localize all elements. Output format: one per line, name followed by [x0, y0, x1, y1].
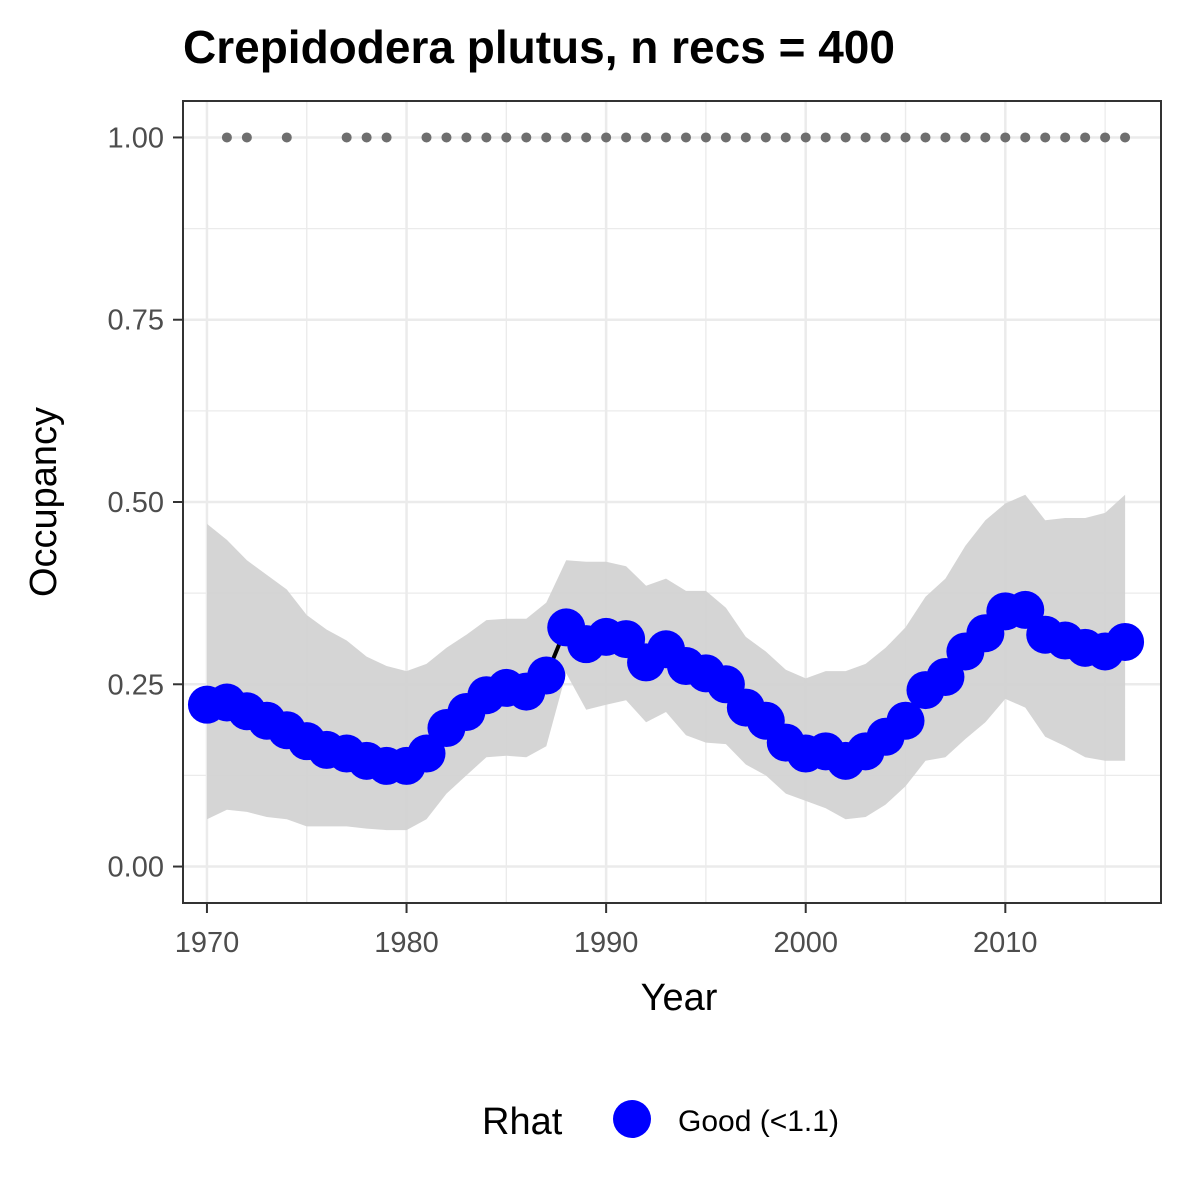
record-dot: [1020, 132, 1031, 143]
legend-label-good: Good (<1.1): [678, 1105, 839, 1138]
record-dot: [521, 132, 532, 143]
legend-key-good: [613, 1100, 651, 1138]
data-point: [527, 656, 566, 695]
record-dot: [481, 132, 492, 143]
record-dot: [581, 132, 592, 143]
record-dot: [900, 132, 911, 143]
record-dot: [960, 132, 971, 143]
record-dot: [441, 132, 452, 143]
record-dot: [221, 132, 232, 143]
record-dot: [820, 132, 831, 143]
occupancy-points: [187, 590, 1145, 785]
x-tick-label: 2010: [973, 927, 1038, 959]
record-dot: [241, 132, 252, 143]
record-dot: [1100, 132, 1111, 143]
data-point: [926, 657, 965, 696]
record-dot: [421, 132, 432, 143]
record-dot: [281, 132, 292, 143]
y-tick-label: 1.00: [108, 122, 164, 154]
y-tick-label: 0.50: [108, 487, 164, 519]
record-dot: [361, 132, 372, 143]
data-point: [1106, 622, 1145, 661]
y-axis-label: Occupancy: [23, 407, 65, 597]
record-dot: [720, 132, 731, 143]
record-dot: [561, 132, 572, 143]
record-dot: [940, 132, 951, 143]
legend: Rhat Good (<1.1): [482, 1100, 839, 1143]
y-tick-label: 0.25: [108, 669, 164, 701]
record-dot: [601, 132, 612, 143]
record-dot: [840, 132, 851, 143]
record-dot: [501, 132, 512, 143]
data-point: [407, 734, 446, 773]
record-dot: [341, 132, 352, 143]
x-tick-label: 2000: [773, 927, 838, 959]
x-axis-label: Year: [641, 977, 718, 1019]
record-dot: [541, 132, 552, 143]
record-dot: [740, 132, 751, 143]
y-tick-label: 0.00: [108, 852, 164, 884]
y-axis-ticks: 0.00 0.25 0.50 0.75 1.00: [108, 122, 183, 884]
record-dot: [381, 132, 392, 143]
record-dot: [1120, 132, 1131, 143]
record-dot: [780, 132, 791, 143]
record-dot: [1000, 132, 1011, 143]
x-tick-label: 1970: [175, 927, 240, 959]
record-years-dots: [221, 132, 1131, 143]
x-tick-label: 1990: [574, 927, 639, 959]
record-dot: [980, 132, 991, 143]
record-dot: [1060, 132, 1071, 143]
record-dot: [461, 132, 472, 143]
record-dot: [860, 132, 871, 143]
record-dot: [880, 132, 891, 143]
record-dot: [760, 132, 771, 143]
record-dot: [800, 132, 811, 143]
legend-title: Rhat: [482, 1101, 563, 1143]
x-tick-label: 1980: [374, 927, 439, 959]
record-dot: [661, 132, 672, 143]
record-dot: [1080, 132, 1091, 143]
record-dot: [680, 132, 691, 143]
record-dot: [700, 132, 711, 143]
record-dot: [920, 132, 931, 143]
y-tick-label: 0.75: [108, 305, 164, 337]
chart-title: Crepidodera plutus, n recs = 400: [183, 21, 895, 73]
data-point: [886, 701, 925, 740]
record-dot: [1040, 132, 1051, 143]
record-dot: [621, 132, 632, 143]
record-dot: [641, 132, 652, 143]
x-axis-ticks: 1970 1980 1990 2000 2010: [175, 903, 1038, 959]
